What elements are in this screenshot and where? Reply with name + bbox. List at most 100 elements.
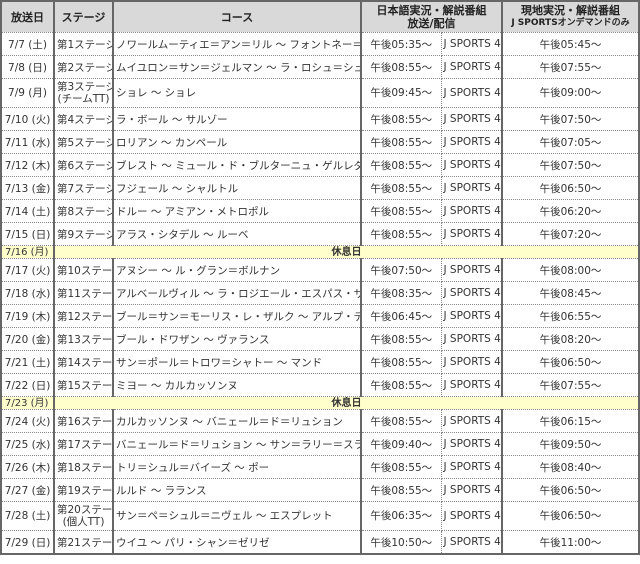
stage-cell: 第9ステージ bbox=[53, 222, 114, 246]
jp-time-cell: 午後08:55～ bbox=[360, 478, 442, 502]
header-date: 放送日 bbox=[0, 0, 55, 33]
rest-day-label: 休息日 bbox=[53, 245, 640, 259]
header-jp-line1: 日本語実況・解説番組 bbox=[376, 4, 487, 17]
local-time-cell: 午後07:55～ bbox=[501, 55, 640, 79]
stage-cell: 第18ステージ bbox=[53, 455, 114, 479]
table-row: 7/11 (水) 第5ステージ ロリアン ～ カンペール 午後08:55～ J SPOR… bbox=[0, 130, 640, 154]
course-cell: ロリアン ～ カンペール bbox=[112, 130, 362, 154]
course-cell: ラ・ボール ～ サルゾー bbox=[112, 107, 362, 131]
jp-time-cell: 午後08:35～ bbox=[360, 281, 442, 305]
date-cell: 7/21 (土) bbox=[0, 350, 55, 374]
table-row: 7/26 (木)第18ステージトリ＝シュル＝バイーズ ～ ポー午後08:55～J… bbox=[0, 455, 640, 479]
header-stage: ステージ bbox=[53, 0, 114, 33]
table-row: 7/9 (月) 第3ステージ (チームTT) ショレ ～ ショレ 午後09:45～ J S… bbox=[0, 78, 640, 108]
jp-time-cell: 午後08:55～ bbox=[360, 327, 442, 351]
stage-cell: 第1ステージ bbox=[53, 32, 114, 56]
channel-cell: J SPORTS 4 bbox=[440, 55, 503, 79]
date-cell: 7/17 (火) bbox=[0, 258, 55, 282]
jp-time-cell: 午後09:45～ bbox=[360, 78, 442, 108]
course-cell: バニェール＝ド＝リュション ～ サン＝ラリー＝スラン bbox=[112, 432, 362, 456]
course-cell: ブレスト ～ ミュール・ド・ブルターニュ・ゲルレダン bbox=[112, 153, 362, 177]
stage-name: 第11ステージ bbox=[57, 287, 113, 300]
course-cell: ムイユロン＝サン＝ジェルマン ～ ラ・ロシュ＝シュル＝ヨン bbox=[112, 55, 362, 79]
channel-cell: J SPORTS 4 bbox=[440, 107, 503, 131]
local-time-cell: 午後07:50～ bbox=[501, 153, 640, 177]
course-cell: アルベールヴィル ～ ラ・ロジエール・エスパス・サン・ベルナルド bbox=[112, 281, 362, 305]
header-local-line2: J SPORTSオンデマンドのみ bbox=[511, 18, 630, 28]
stage-name: 第20ステージ bbox=[57, 504, 113, 516]
stage-cell: 第20ステージ(個人TT) bbox=[53, 501, 114, 531]
local-time-cell: 午後06:55～ bbox=[501, 304, 640, 328]
course-cell: ブール・ドワザン ～ ヴァランス bbox=[112, 327, 362, 351]
stage-name: 第19ステージ bbox=[57, 484, 113, 497]
date-cell: 7/27 (金) bbox=[0, 478, 55, 502]
stage-cell: 第12ステージ bbox=[53, 304, 114, 328]
rest-day-row: 7/23 (月) 休息日 bbox=[0, 396, 640, 410]
jp-time-cell: 午後08:55～ bbox=[360, 373, 442, 397]
local-time-cell: 午後08:00～ bbox=[501, 258, 640, 282]
jp-time-cell: 午後08:55～ bbox=[360, 107, 442, 131]
table-row: 7/13 (金) 第7ステージ フジェール ～ シャルトル 午後08:55～ J SPO… bbox=[0, 176, 640, 200]
jp-time-cell: 午後08:55～ bbox=[360, 350, 442, 374]
stage-name: 第10ステージ bbox=[57, 264, 113, 277]
stage-cell: 第10ステージ bbox=[53, 258, 114, 282]
header-row: 放送日 ステージ コース 日本語実況・解説番組 放送/配信 現地実況・解説番組 J … bbox=[0, 0, 640, 33]
stage-name: 第5ステージ bbox=[57, 136, 113, 149]
stage-name: 第15ステージ bbox=[57, 379, 113, 392]
course-cell: ウイユ ～ パリ・シャン＝ゼリゼ bbox=[112, 530, 362, 555]
stage-name: 第18ステージ bbox=[57, 461, 113, 474]
stage-cell: 第2ステージ bbox=[53, 55, 114, 79]
stage-cell: 第5ステージ bbox=[53, 130, 114, 154]
date-cell: 7/28 (土) bbox=[0, 501, 55, 531]
table-row: 7/21 (土)第14ステージサン＝ポール＝トロワ＝シャトー ～ マンド午後08… bbox=[0, 350, 640, 374]
local-time-cell: 午後09:50～ bbox=[501, 432, 640, 456]
course-cell: サン＝ペ＝シュル＝ニヴェル ～ エスプレット bbox=[112, 501, 362, 531]
table-row: 7/18 (水)第11ステージアルベールヴィル ～ ラ・ロジエール・エスパス・サ… bbox=[0, 281, 640, 305]
jp-time-cell: 午後08:55～ bbox=[360, 455, 442, 479]
date-cell: 7/19 (木) bbox=[0, 304, 55, 328]
stage-name: 第9ステージ bbox=[57, 228, 113, 241]
date-cell: 7/16 (月) bbox=[0, 245, 55, 259]
header-jp-line2: 放送/配信 bbox=[407, 17, 456, 30]
channel-cell: J SPORTS 4 bbox=[440, 32, 503, 56]
jp-time-cell: 午後08:55～ bbox=[360, 222, 442, 246]
channel-cell: J SPORTS 4 bbox=[440, 530, 503, 555]
date-cell: 7/20 (金) bbox=[0, 327, 55, 351]
local-time-cell: 午後07:50～ bbox=[501, 107, 640, 131]
header-local-line1: 現地実況・解説番組 bbox=[521, 4, 620, 17]
header-course: コース bbox=[112, 0, 362, 33]
date-cell: 7/26 (木) bbox=[0, 455, 55, 479]
date-cell: 7/12 (木) bbox=[0, 153, 55, 177]
date-cell: 7/18 (水) bbox=[0, 281, 55, 305]
channel-cell: J SPORTS 4 bbox=[440, 176, 503, 200]
table-row: 7/25 (水)第17ステージバニェール＝ド＝リュション ～ サン＝ラリー＝スラ… bbox=[0, 432, 640, 456]
course-cell: カルカッソンヌ ～ バニェール＝ド＝リュション bbox=[112, 409, 362, 433]
local-time-cell: 午後05:45～ bbox=[501, 32, 640, 56]
stage-name: 第7ステージ bbox=[57, 182, 113, 195]
date-cell: 7/22 (日) bbox=[0, 373, 55, 397]
date-cell: 7/24 (火) bbox=[0, 409, 55, 433]
channel-cell: J SPORTS 4 bbox=[440, 432, 503, 456]
table-row: 7/14 (土) 第8ステージ ドルー ～ アミアン・メトロポル 午後08:55～ J … bbox=[0, 199, 640, 223]
channel-cell: J SPORTS 4 bbox=[440, 478, 503, 502]
header-japanese-broadcast: 日本語実況・解説番組 放送/配信 bbox=[360, 0, 503, 33]
course-cell: アヌシー ～ ル・グラン＝ボルナン bbox=[112, 258, 362, 282]
stage-name: 第8ステージ bbox=[57, 205, 113, 218]
rest-day-row: 7/16 (月) 休息日 bbox=[0, 245, 640, 259]
local-time-cell: 午後08:40～ bbox=[501, 455, 640, 479]
jp-time-cell: 午後06:45～ bbox=[360, 304, 442, 328]
stage-cell: 第7ステージ bbox=[53, 176, 114, 200]
table-row: 7/12 (木) 第6ステージ ブレスト ～ ミュール・ド・ブルターニュ・ゲルレダン… bbox=[0, 153, 640, 177]
stage-name: 第6ステージ bbox=[57, 159, 113, 172]
channel-cell: J SPORTS 4 bbox=[440, 281, 503, 305]
local-time-cell: 午後07:55～ bbox=[501, 373, 640, 397]
date-cell: 7/13 (金) bbox=[0, 176, 55, 200]
course-cell: トリ＝シュル＝バイーズ ～ ポー bbox=[112, 455, 362, 479]
stage-cell: 第19ステージ bbox=[53, 478, 114, 502]
jp-time-cell: 午後07:50～ bbox=[360, 258, 442, 282]
channel-cell: J SPORTS 4 bbox=[440, 258, 503, 282]
stage-name: 第16ステージ bbox=[57, 415, 113, 428]
